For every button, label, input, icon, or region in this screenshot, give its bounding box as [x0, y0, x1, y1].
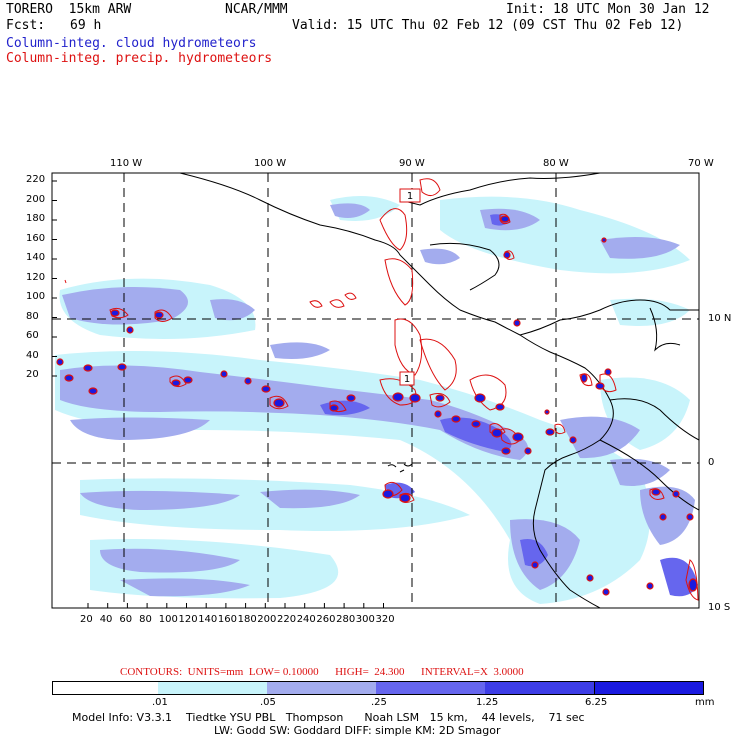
- field-cloud-label: Column-integ. cloud hydrometeors: [6, 36, 257, 51]
- y-tick-label: 20: [26, 369, 39, 380]
- x-tick-label: 100: [158, 614, 178, 625]
- legend-swatch: [485, 681, 594, 695]
- y-tick-label: 60: [26, 330, 39, 341]
- lat-label: 10 S: [708, 602, 731, 613]
- map-frame: [51, 172, 700, 609]
- x-tick-label: 20: [80, 614, 93, 625]
- legend-swatch: [158, 681, 267, 695]
- x-tick-label: 200: [257, 614, 277, 625]
- x-tick-label: 240: [296, 614, 316, 625]
- axis-ticks: [52, 180, 384, 608]
- y-tick-label: 120: [26, 271, 46, 283]
- x-tick-label: 180: [237, 614, 257, 625]
- x-tick-label: 80: [139, 614, 152, 625]
- precip-contours: [64, 178, 699, 601]
- x-tick-label: 260: [316, 614, 336, 625]
- x-tick-label: 60: [119, 614, 133, 625]
- fcst-value: 69 h: [70, 18, 102, 33]
- lon-label: 80 W: [543, 158, 569, 169]
- model-info-line1: Model Info: V3.3.1 Tiedtke YSU PBL Thomp…: [72, 711, 585, 724]
- x-tick-label: 220: [277, 614, 297, 625]
- coastlines: [179, 173, 699, 608]
- x-tick-label: 160: [217, 614, 237, 625]
- field-precip-label: Column-integ. precip. hydrometeors: [6, 51, 273, 66]
- center-name: NCAR/MMM: [225, 2, 288, 17]
- lon-label: 110 W: [110, 158, 143, 169]
- legend-level: .05: [260, 697, 276, 708]
- x-tick-label: 120: [178, 614, 198, 625]
- y-tick-label: 40: [26, 349, 39, 361]
- y-tick-label: 140: [26, 252, 46, 263]
- y-tick-label: 100: [26, 291, 46, 302]
- init-time: Init: 18 UTC Mon 30 Jan 12: [506, 2, 710, 17]
- x-tick-label: 140: [198, 614, 218, 625]
- lon-label: 90 W: [399, 158, 425, 169]
- y-tick-label: 220: [26, 174, 46, 185]
- x-tick-label: 40: [99, 614, 113, 625]
- legend-level: .25: [371, 697, 387, 708]
- legend-level: .01: [152, 697, 168, 708]
- model-title: TORERO 15km ARW: [6, 2, 132, 17]
- legend-level: 1.25: [476, 697, 499, 708]
- lat-label: 10 N: [708, 313, 732, 324]
- y-tick-label: 200: [26, 193, 46, 205]
- legend-swatch: [267, 681, 376, 695]
- valid-time: Valid: 15 UTC Thu 02 Feb 12 (09 CST Thu …: [292, 18, 684, 33]
- x-tick-label: 300: [355, 614, 375, 625]
- legend-swatch: [52, 681, 160, 695]
- legend-unit: mm: [695, 697, 715, 708]
- precip-cores: [56, 215, 698, 596]
- lon-label: 70 W: [688, 158, 714, 169]
- y-tick-label: 80: [26, 310, 39, 322]
- legend-swatch: [594, 681, 704, 695]
- contour-info: CONTOURS: UNITS=mm LOW= 0.10000 HIGH= 24…: [120, 666, 524, 678]
- y-tick-label: 160: [26, 232, 46, 244]
- lat-label: 0: [708, 457, 715, 468]
- fcst-label: Fcst:: [6, 18, 46, 33]
- legend-level: 6.25: [585, 697, 608, 708]
- station-marker-label: 1: [404, 374, 410, 385]
- x-tick-label: 280: [336, 614, 356, 625]
- legend-swatch: [376, 681, 485, 695]
- lon-label: 100 W: [254, 158, 287, 169]
- x-tick-label: 320: [375, 614, 395, 625]
- model-info-line2: LW: Godd SW: Goddard DIFF: simple KM: 2D…: [214, 724, 501, 737]
- station-marker-label: 1: [407, 191, 413, 202]
- station-markers: 1 1: [399, 188, 421, 386]
- y-tick-label: 180: [26, 213, 46, 224]
